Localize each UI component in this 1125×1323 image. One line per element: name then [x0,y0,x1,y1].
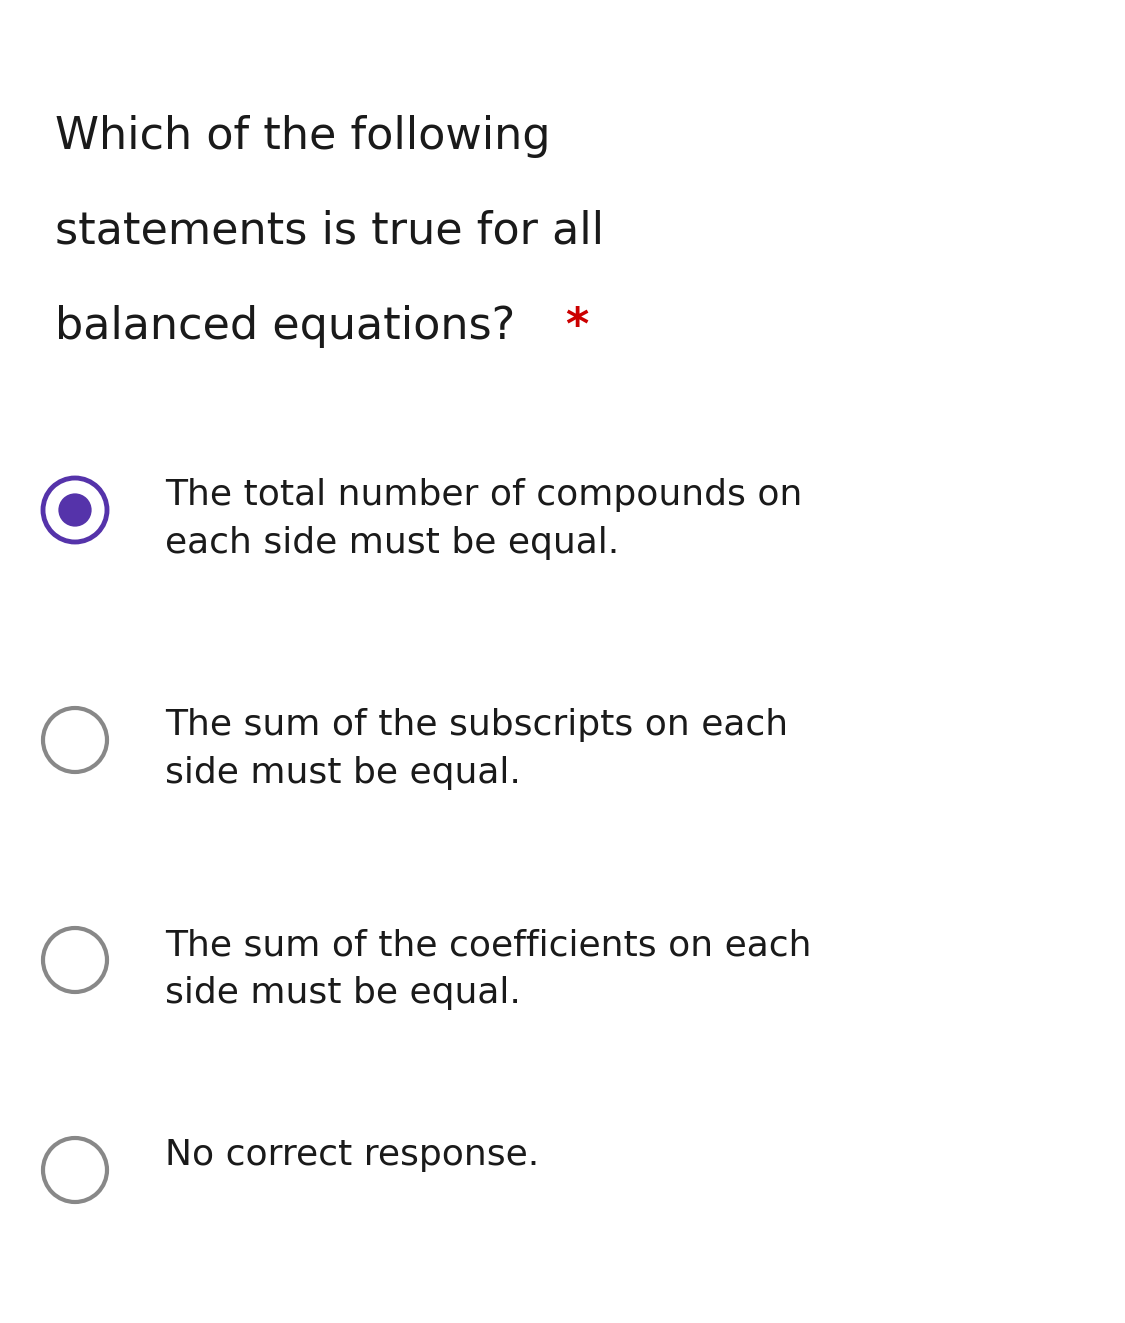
Text: No correct response.: No correct response. [165,1138,539,1172]
Circle shape [58,493,91,527]
Text: balanced equations?: balanced equations? [55,306,515,348]
Text: The sum of the coefficients on each
side must be equal.: The sum of the coefficients on each side… [165,927,811,1009]
Text: The total number of compounds on
each side must be equal.: The total number of compounds on each si… [165,478,802,560]
Text: Which of the following: Which of the following [55,115,550,157]
Text: statements is true for all: statements is true for all [55,210,604,253]
Text: The sum of the subscripts on each
side must be equal.: The sum of the subscripts on each side m… [165,708,789,790]
Text: *: * [565,306,588,348]
